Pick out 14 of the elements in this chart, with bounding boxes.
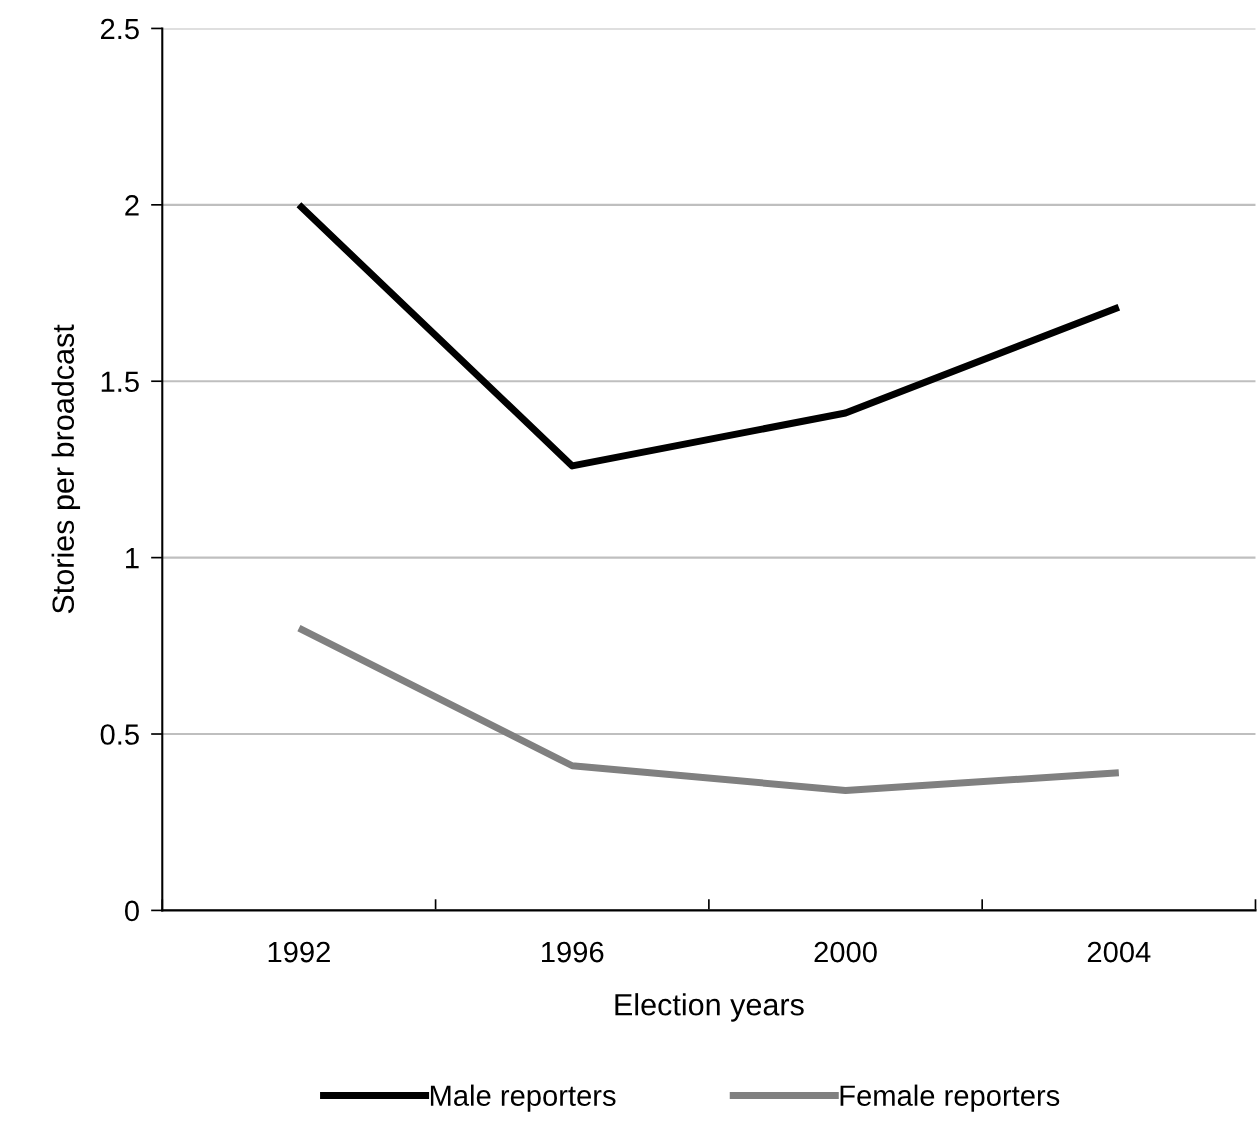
x-tick-label: 1992 (268, 941, 330, 963)
y-tick-label: 1 (126, 548, 139, 569)
x-tick-label: 1996 (542, 941, 604, 963)
x-tick-label: 2000 (814, 941, 877, 963)
x-tick-label: 2004 (1087, 941, 1151, 963)
y-tick-label: 0.5 (100, 724, 139, 745)
y-tick-label: 1.5 (101, 371, 139, 393)
y-tick-label: 0 (124, 900, 139, 922)
y-tick-label: 2.5 (100, 18, 139, 40)
legend-label: Female reporters (840, 1084, 1060, 1112)
y-tick-label: 2 (125, 195, 139, 216)
y-axis-title: Stories per broadcast (51, 324, 81, 614)
x-axis-title: Election years (615, 993, 804, 1022)
legend-label: Male reporters (430, 1084, 616, 1112)
